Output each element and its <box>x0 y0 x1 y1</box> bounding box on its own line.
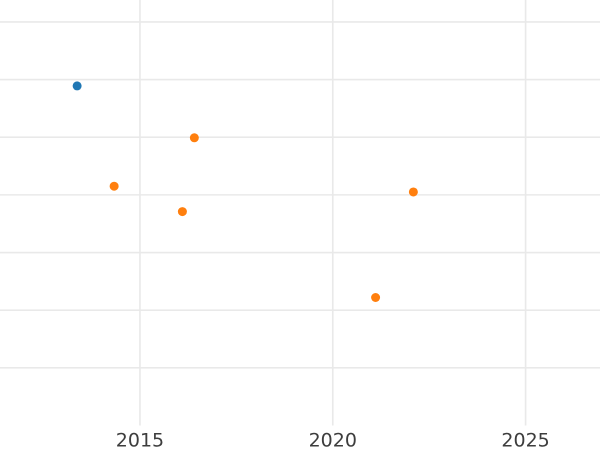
data-point <box>189 133 199 143</box>
x-tick-label: 2020 <box>309 430 357 450</box>
data-point <box>408 187 418 197</box>
x-tick-label: 2025 <box>501 430 549 450</box>
data-point <box>72 81 82 91</box>
data-point <box>109 181 119 191</box>
vertical-gridlines <box>139 0 527 426</box>
horizontal-gridlines <box>0 21 600 369</box>
data-point <box>371 293 381 303</box>
series-blue-series <box>72 81 82 91</box>
data-point <box>177 207 187 217</box>
series-orange-series <box>109 133 418 303</box>
x-tick-labels: 2015 2020 2025 <box>116 430 550 450</box>
x-tick-label: 2015 <box>116 430 164 450</box>
